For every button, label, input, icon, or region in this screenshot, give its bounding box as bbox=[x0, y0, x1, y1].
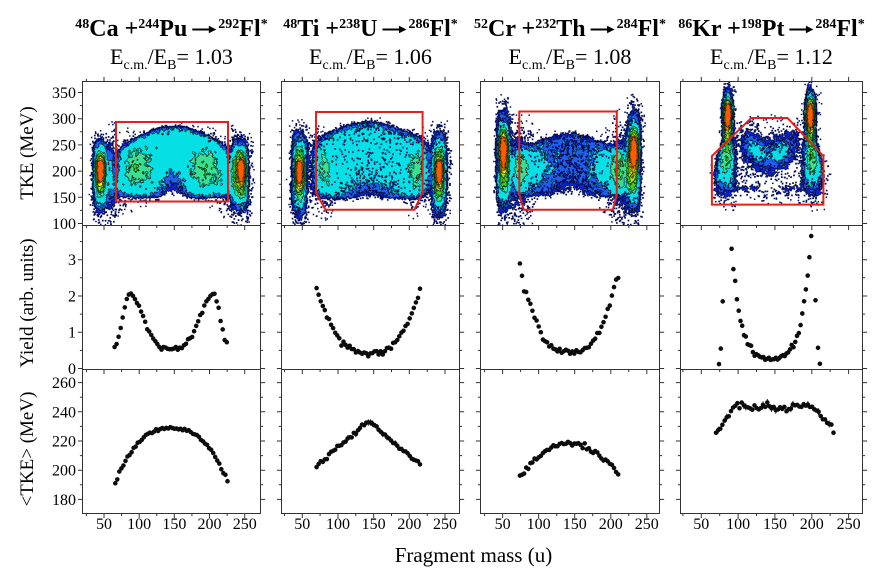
svg-text:200: 200 bbox=[599, 516, 623, 533]
svg-text:200: 200 bbox=[397, 516, 421, 533]
svg-text:220: 220 bbox=[52, 434, 76, 451]
svg-text:*: * bbox=[659, 17, 666, 32]
svg-text:2: 2 bbox=[68, 288, 76, 305]
svg-text:1: 1 bbox=[68, 325, 76, 342]
svg-text:Pt: Pt bbox=[762, 16, 785, 42]
svg-text:250: 250 bbox=[635, 516, 659, 533]
svg-text:48: 48 bbox=[75, 17, 89, 32]
svg-text:Fl: Fl bbox=[430, 16, 452, 42]
svg-text:Fl: Fl bbox=[638, 16, 660, 42]
svg-text:50: 50 bbox=[495, 516, 511, 533]
svg-text:U: U bbox=[360, 16, 377, 42]
svg-text:150: 150 bbox=[563, 516, 587, 533]
svg-text:0: 0 bbox=[68, 361, 76, 378]
svg-text:Fl: Fl bbox=[836, 16, 858, 42]
svg-text:284: 284 bbox=[815, 17, 836, 32]
svg-text:180: 180 bbox=[52, 492, 76, 509]
svg-text:150: 150 bbox=[362, 516, 386, 533]
svg-text:284: 284 bbox=[617, 17, 638, 32]
svg-text:150: 150 bbox=[763, 516, 787, 533]
svg-text:292: 292 bbox=[218, 17, 239, 32]
svg-text:250: 250 bbox=[52, 137, 76, 154]
svg-text:Kr +: Kr + bbox=[692, 16, 741, 42]
svg-text:240: 240 bbox=[52, 404, 76, 421]
svg-text:150: 150 bbox=[52, 190, 76, 207]
svg-text:100: 100 bbox=[326, 516, 350, 533]
svg-text:52: 52 bbox=[474, 17, 488, 32]
svg-text:Ti +: Ti + bbox=[297, 16, 339, 42]
svg-text:Fragment mass (u): Fragment mass (u) bbox=[395, 543, 552, 567]
svg-text:86: 86 bbox=[678, 17, 692, 32]
svg-text:198: 198 bbox=[741, 17, 762, 32]
svg-text:250: 250 bbox=[233, 516, 257, 533]
svg-text:50: 50 bbox=[693, 516, 709, 533]
svg-text:48: 48 bbox=[283, 17, 297, 32]
svg-text:Pu: Pu bbox=[159, 16, 187, 42]
svg-text:Yield (arb. units): Yield (arb. units) bbox=[17, 238, 38, 367]
svg-text:Fl: Fl bbox=[239, 16, 261, 42]
svg-text:250: 250 bbox=[433, 516, 457, 533]
svg-text:100: 100 bbox=[127, 516, 151, 533]
svg-text:150: 150 bbox=[162, 516, 186, 533]
svg-text:*: * bbox=[451, 17, 458, 32]
svg-text:50: 50 bbox=[294, 516, 310, 533]
svg-text:238: 238 bbox=[339, 17, 360, 32]
svg-text:100: 100 bbox=[527, 516, 551, 533]
svg-text:50: 50 bbox=[96, 516, 112, 533]
svg-text:200: 200 bbox=[198, 516, 222, 533]
svg-text:200: 200 bbox=[52, 164, 76, 181]
svg-text:Ec.m./EB= 1.06: Ec.m./EB= 1.06 bbox=[309, 44, 432, 73]
svg-text:244: 244 bbox=[138, 17, 159, 32]
svg-text:<TKE> (MeV): <TKE> (MeV) bbox=[17, 392, 38, 507]
svg-text:300: 300 bbox=[52, 111, 76, 128]
svg-text:250: 250 bbox=[837, 516, 861, 533]
svg-text:350: 350 bbox=[52, 85, 76, 102]
svg-text:200: 200 bbox=[52, 463, 76, 480]
svg-text:Ec.m./EB= 1.12: Ec.m./EB= 1.12 bbox=[710, 44, 833, 73]
svg-text:260: 260 bbox=[52, 375, 76, 392]
svg-text:TKE (MeV): TKE (MeV) bbox=[17, 106, 38, 199]
svg-text:Ec.m./EB= 1.08: Ec.m./EB= 1.08 bbox=[509, 44, 632, 73]
svg-text:Ca +: Ca + bbox=[89, 16, 138, 42]
svg-text:3: 3 bbox=[68, 252, 76, 269]
svg-text:232: 232 bbox=[535, 17, 556, 32]
svg-text:100: 100 bbox=[52, 216, 76, 233]
svg-text:Th: Th bbox=[556, 16, 585, 42]
svg-text:*: * bbox=[858, 17, 865, 32]
svg-text:Cr +: Cr + bbox=[488, 16, 535, 42]
svg-text:Ec.m./EB= 1.03: Ec.m./EB= 1.03 bbox=[110, 44, 233, 73]
svg-text:286: 286 bbox=[409, 17, 430, 32]
svg-text:100: 100 bbox=[726, 516, 750, 533]
svg-text:200: 200 bbox=[800, 516, 824, 533]
svg-text:*: * bbox=[261, 17, 268, 32]
